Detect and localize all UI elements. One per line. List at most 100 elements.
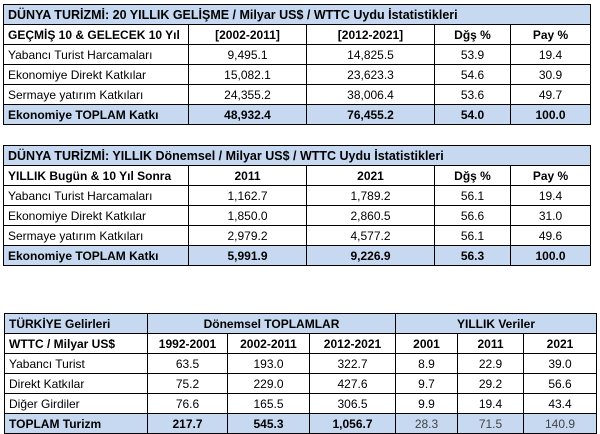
total-cell: 545.3 (227, 413, 310, 434)
table-group-header-row: TÜRKİYE Gelirleri Dönemsel TOPLAMLAR YIL… (4, 313, 598, 334)
value-cell: 31.0 (509, 205, 592, 226)
value-cell: 2,979.2 (188, 225, 307, 246)
table-header-row: WTTC / Milyar US$ 1992-2001 2002-2011 20… (4, 333, 598, 354)
value-cell: 1,162.7 (188, 185, 307, 206)
total-cell: 1,056.7 (309, 413, 396, 434)
table-row: Yabancı Turist Harcamaları 1,162.7 1,789… (3, 185, 592, 206)
value-cell: 8.9 (395, 353, 458, 374)
value-cell: 76.6 (147, 393, 228, 414)
row-label: Yabancı Turist Harcamaları (3, 44, 189, 65)
world-tourism-annual-table: DÜNYA TURİZMİ: YILLIK Dönemsel / Milyar … (2, 145, 592, 266)
value-cell: 165.5 (227, 393, 310, 414)
row-label: Ekonomiye Direkt Katkılar (3, 205, 189, 226)
table-row: Direkt Katkılar 75.2 229.0 427.6 9.7 29.… (4, 373, 598, 394)
value-cell: 49.7 (509, 84, 592, 105)
value-cell: 22.9 (457, 353, 524, 374)
table-title-row: DÜNYA TURİZMİ: YILLIK Dönemsel / Milyar … (2, 145, 592, 166)
total-row: Ekonomiye TOPLAM Katkı 48,932.4 76,455.2… (3, 104, 592, 125)
value-cell: 49.6 (509, 225, 592, 246)
total-cell: 56.3 (434, 245, 511, 266)
value-cell: 56.1 (434, 185, 511, 206)
value-cell: 24,355.2 (188, 84, 307, 105)
header-cell: [2012-2021] (306, 24, 435, 45)
value-cell: 56.6 (434, 205, 511, 226)
table-row: Sermaye yatırım Katkıları 2,979.2 4,577.… (3, 225, 592, 246)
row-label: Ekonomiye Direkt Katkılar (3, 64, 189, 85)
total-label: TOPLAM Turizm (4, 413, 148, 434)
table-row: Yabancı Turist 63.5 193.0 322.7 8.9 22.9… (4, 353, 598, 374)
total-label: Ekonomiye TOPLAM Katkı (3, 104, 189, 125)
value-cell: 1,850.0 (188, 205, 307, 226)
value-cell: 427.6 (309, 373, 396, 394)
total-cell: 71.5 (457, 413, 524, 434)
header-cell: GEÇMİŞ 10 & GELECEK 10 Yıl (3, 24, 189, 45)
table-title: DÜNYA TURİZMİ: YILLIK Dönemsel / Milyar … (2, 145, 592, 166)
turkey-revenue-table: TÜRKİYE Gelirleri Dönemsel TOPLAMLAR YIL… (4, 313, 598, 434)
row-label: Yabancı Turist Harcamaları (3, 185, 189, 206)
total-label: Ekonomiye TOPLAM Katkı (3, 245, 189, 266)
total-cell: 48,932.4 (188, 104, 307, 125)
value-cell: 306.5 (309, 393, 396, 414)
table-row: Ekonomiye Direkt Katkılar 1,850.0 2,860.… (3, 205, 592, 226)
total-cell: 54.0 (434, 104, 511, 125)
header-cell: 2002-2011 (227, 333, 310, 354)
header-cell: [2002-2011] (188, 24, 307, 45)
value-cell: 29.2 (457, 373, 524, 394)
group-header-annual: YILLIK Veriler (394, 313, 598, 334)
value-cell: 56.1 (434, 225, 511, 246)
row-label: Sermaye yatırım Katkıları (3, 84, 189, 105)
table-row: Yabancı Turist Harcamaları 9,495.1 14,82… (3, 44, 592, 65)
value-cell: 19.4 (509, 44, 592, 65)
total-cell: 100.0 (509, 245, 592, 266)
value-cell: 54.6 (434, 64, 511, 85)
table-row: Ekonomiye Direkt Katkılar 15,082.1 23,62… (3, 64, 592, 85)
value-cell: 229.0 (227, 373, 310, 394)
header-cell: Dğş % (434, 24, 511, 45)
value-cell: 322.7 (309, 353, 396, 374)
header-cell: YILLIK Bugün & 10 Yıl Sonra (3, 165, 189, 186)
value-cell: 9.7 (395, 373, 458, 394)
value-cell: 2,860.5 (306, 205, 435, 226)
world-tourism-20-year-table: DÜNYA TURİZMİ: 20 YILLIK GELİŞME / Milya… (2, 4, 592, 125)
total-cell: 5,991.9 (188, 245, 307, 266)
group-header-periodic: Dönemsel TOPLAMLAR (147, 313, 396, 334)
value-cell: 53.9 (434, 44, 511, 65)
value-cell: 15,082.1 (188, 64, 307, 85)
value-cell: 75.2 (147, 373, 228, 394)
table-header-row: YILLIK Bugün & 10 Yıl Sonra 2011 2021 Dğ… (3, 165, 592, 186)
value-cell: 53.6 (434, 84, 511, 105)
value-cell: 43.4 (522, 393, 598, 414)
header-cell: 2001 (395, 333, 458, 354)
table-row: Sermaye yatırım Katkıları 24,355.2 38,00… (3, 84, 592, 105)
value-cell: 30.9 (509, 64, 592, 85)
table-title: TÜRKİYE Gelirleri (4, 313, 148, 334)
header-cell: 2021 (306, 165, 435, 186)
row-label: Sermaye yatırım Katkıları (3, 225, 189, 246)
header-cell: Pay % (509, 24, 592, 45)
table-row: Diğer Girdiler 76.6 165.5 306.5 9.9 19.4… (4, 393, 598, 414)
value-cell: 63.5 (147, 353, 228, 374)
table-title-row: DÜNYA TURİZMİ: 20 YILLIK GELİŞME / Milya… (2, 4, 592, 25)
header-cell: 1992-2001 (147, 333, 228, 354)
value-cell: 9.9 (395, 393, 458, 414)
value-cell: 9,495.1 (188, 44, 307, 65)
value-cell: 39.0 (522, 353, 598, 374)
header-cell: Pay % (509, 165, 592, 186)
value-cell: 14,825.5 (306, 44, 435, 65)
value-cell: 38,006.4 (306, 84, 435, 105)
value-cell: 193.0 (227, 353, 310, 374)
header-cell: 2011 (188, 165, 307, 186)
row-label: Diğer Girdiler (4, 393, 148, 414)
header-cell: WTTC / Milyar US$ (4, 333, 148, 354)
header-cell: 2011 (457, 333, 524, 354)
header-cell: 2012-2021 (309, 333, 396, 354)
value-cell: 56.6 (522, 373, 598, 394)
value-cell: 19.4 (509, 185, 592, 206)
total-row: Ekonomiye TOPLAM Katkı 5,991.9 9,226.9 5… (3, 245, 592, 266)
total-cell: 28.3 (395, 413, 458, 434)
total-row: TOPLAM Turizm 217.7 545.3 1,056.7 28.3 7… (4, 413, 598, 434)
value-cell: 4,577.2 (306, 225, 435, 246)
value-cell: 19.4 (457, 393, 524, 414)
table-header-row: GEÇMİŞ 10 & GELECEK 10 Yıl [2002-2011] [… (3, 24, 592, 45)
total-cell: 76,455.2 (306, 104, 435, 125)
